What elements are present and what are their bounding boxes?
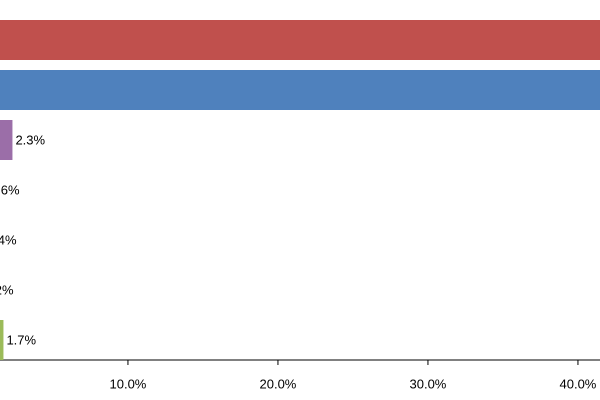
bar	[0, 120, 13, 160]
x-tick-label: 20.0%	[260, 376, 297, 391]
bar	[0, 320, 4, 360]
bar	[0, 20, 600, 60]
bar	[0, 70, 600, 110]
x-tick-label: 10.0%	[110, 376, 147, 391]
value-label: 0.4%	[0, 232, 17, 247]
value-label: 0.6%	[0, 182, 20, 197]
value-label: 1.7%	[6, 332, 36, 347]
x-tick-label: 40.0%	[560, 376, 597, 391]
x-tick-label: 30.0%	[410, 376, 447, 391]
value-label: 0.2%	[0, 282, 14, 297]
value-label: 2.3%	[15, 132, 45, 147]
